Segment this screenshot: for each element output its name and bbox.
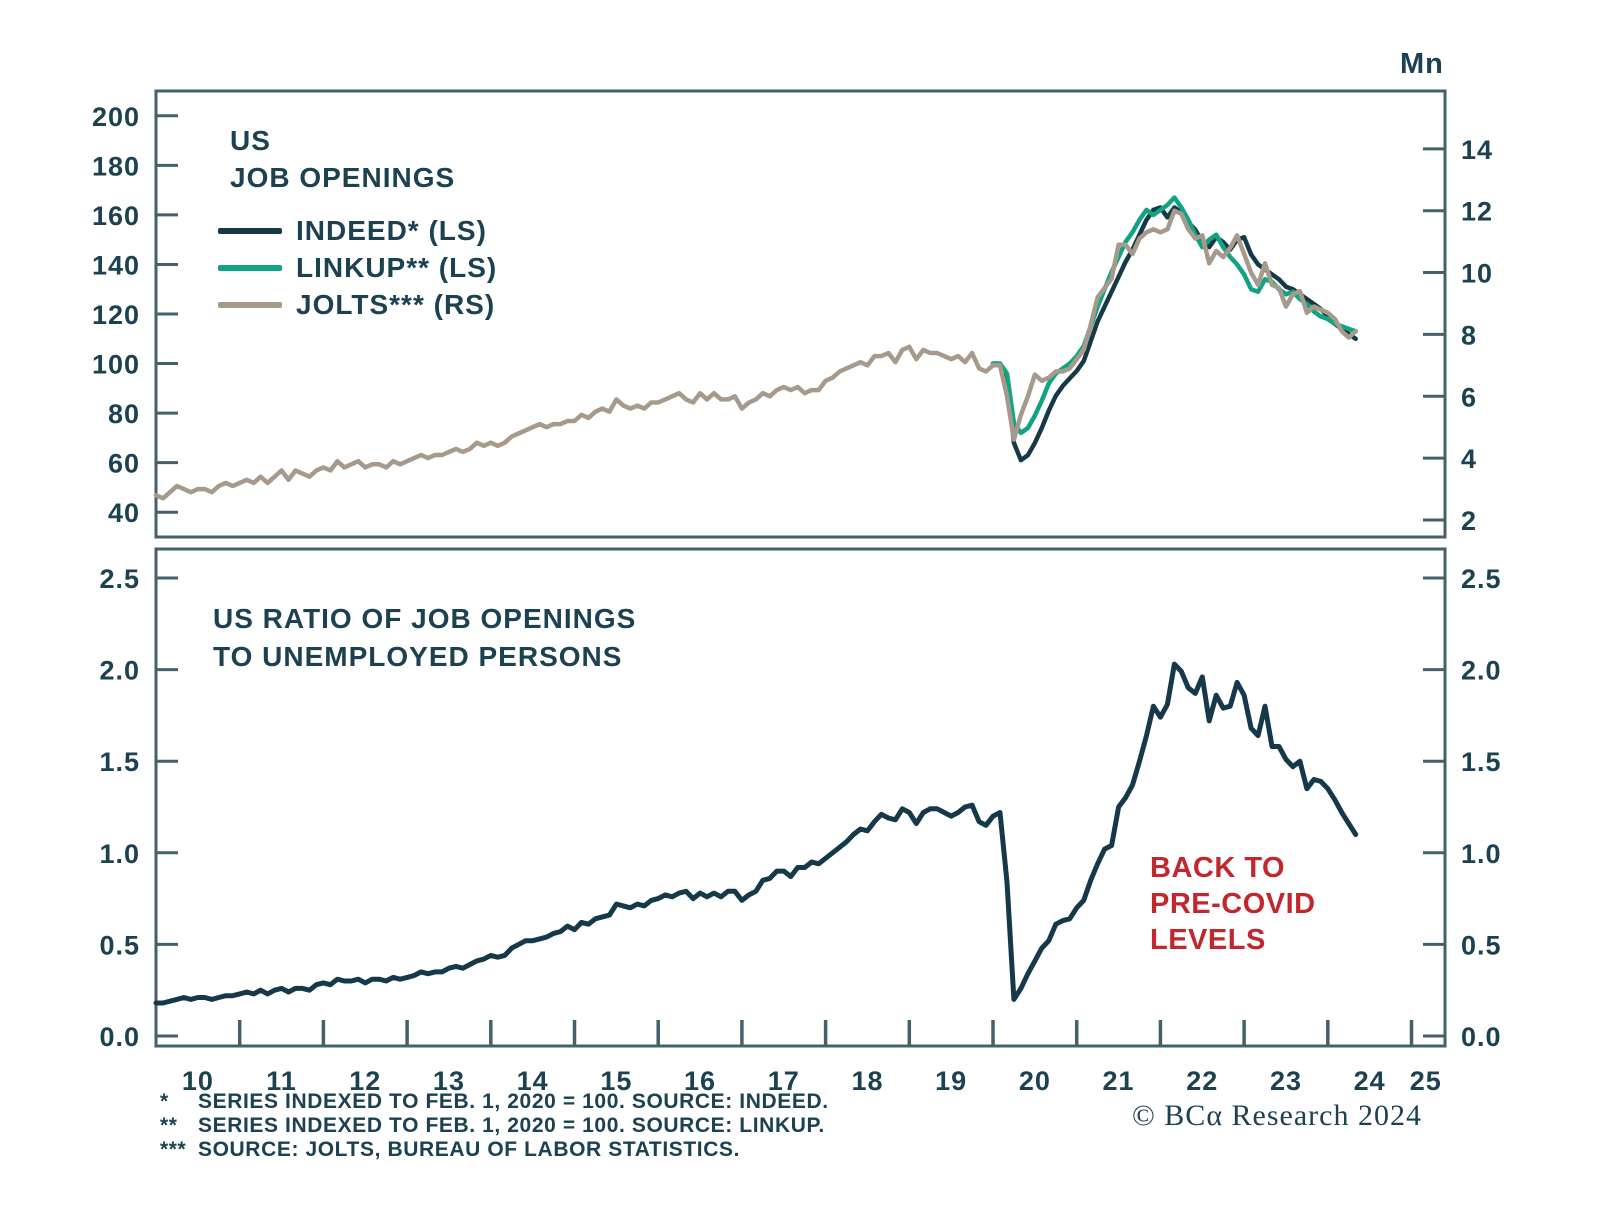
left-axis-tick-label: 1.5 xyxy=(99,747,140,777)
x-axis-tick-label: 20 xyxy=(1019,1066,1051,1096)
annotation-line2: PRE-COVID xyxy=(1150,888,1316,920)
right-axis-tick-label: 2 xyxy=(1461,506,1477,536)
legend-label-jolts: JOLTS*** (RS) xyxy=(296,288,496,320)
right-axis-tick-label: 4 xyxy=(1461,444,1477,474)
copyright-bca-research: © BCα Research 2024 xyxy=(1132,1099,1422,1132)
right-axis-tick-label: 1.0 xyxy=(1461,839,1502,869)
x-axis-tick-label: 25 xyxy=(1410,1066,1442,1096)
legend-item-jolts: JOLTS*** (RS) xyxy=(218,286,497,323)
right-axis-tick-label: 14 xyxy=(1461,135,1493,165)
x-axis-tick-label: 12 xyxy=(349,1066,381,1096)
series-line-linkup xyxy=(990,195,1358,436)
left-axis-tick-label: 40 xyxy=(108,498,140,528)
footnote-marker-1: * xyxy=(160,1090,169,1113)
top-chart-title-line2: JOB OPENINGS xyxy=(230,162,456,193)
left-axis-tick-label: 80 xyxy=(108,399,140,429)
annotation-back-to-pre-covid: BACK TO PRE-COVID LEVELS xyxy=(1150,850,1316,958)
footnote-indeed: * SERIES INDEXED TO FEB. 1, 2020 = 100. … xyxy=(160,1090,829,1114)
top-chart-title-line1: US xyxy=(230,125,271,156)
right-axis-tick-label: 1.5 xyxy=(1461,747,1502,777)
left-axis-tick-label: 180 xyxy=(92,151,140,181)
left-axis-tick-label: 120 xyxy=(92,300,140,330)
left-axis-tick-label: 200 xyxy=(92,102,140,132)
right-axis-unit-label: Mn xyxy=(1400,48,1444,80)
left-axis-tick-label: 2.0 xyxy=(99,656,140,686)
x-axis-tick-label: 16 xyxy=(684,1066,716,1096)
left-axis-tick-label: 60 xyxy=(108,449,140,479)
panel-2-border xyxy=(154,547,1447,1048)
left-axis-tick-label: 1.0 xyxy=(99,839,140,869)
footnote-marker-3: *** xyxy=(160,1138,187,1161)
legend-swatch-jolts-icon xyxy=(218,301,282,308)
legend-swatch-indeed-icon xyxy=(218,227,282,234)
x-axis-tick-label: 17 xyxy=(768,1066,800,1096)
annotation-line3: LEVELS xyxy=(1150,924,1266,956)
x-axis-tick-label: 22 xyxy=(1186,1066,1218,1096)
footnote-linkup: ** SERIES INDEXED TO FEB. 1, 2020 = 100.… xyxy=(160,1114,829,1138)
x-axis-tick-label: 15 xyxy=(600,1066,632,1096)
x-axis-tick-label: 24 xyxy=(1354,1066,1386,1096)
right-axis-tick-label: 6 xyxy=(1461,382,1477,412)
top-chart-title: US JOB OPENINGS xyxy=(230,122,455,196)
footnote-text-2: SERIES INDEXED TO FEB. 1, 2020 = 100. SO… xyxy=(198,1114,825,1137)
legend-item-linkup: LINKUP** (LS) xyxy=(218,249,497,286)
footnote-text-3: SOURCE: JOLTS, BUREAU OF LABOR STATISTIC… xyxy=(198,1138,741,1161)
right-axis-tick-label: 0.0 xyxy=(1461,1022,1502,1052)
left-axis-tick-label: 2.5 xyxy=(99,564,140,594)
x-axis-tick-label: 11 xyxy=(266,1066,297,1096)
left-axis-tick-label: 0.5 xyxy=(99,930,140,960)
bottom-chart-title-line2: TO UNEMPLOYED PERSONS xyxy=(213,641,623,672)
right-axis-tick-label: 8 xyxy=(1461,320,1477,350)
right-axis-tick-label: 0.5 xyxy=(1461,930,1502,960)
right-axis-tick-label: 12 xyxy=(1461,197,1493,227)
footnote-text-1: SERIES INDEXED TO FEB. 1, 2020 = 100. SO… xyxy=(198,1090,829,1113)
right-axis-tick-label: 10 xyxy=(1461,259,1493,289)
left-axis-tick-label: 140 xyxy=(92,250,140,280)
right-axis-tick-label: 2.5 xyxy=(1461,564,1502,594)
right-axis-tick-label: 2.0 xyxy=(1461,656,1502,686)
x-axis-tick-label: 21 xyxy=(1103,1066,1135,1096)
x-axis-tick-label: 18 xyxy=(851,1066,883,1096)
x-axis-tick-label: 10 xyxy=(182,1066,214,1096)
series-line-jolts xyxy=(153,208,1358,501)
left-axis-tick-label: 0.0 xyxy=(99,1022,140,1052)
series-line-ratio xyxy=(153,661,1359,1006)
left-axis-tick-label: 100 xyxy=(92,350,140,380)
bottom-chart-title-line1: US RATIO OF JOB OPENINGS xyxy=(213,603,637,634)
footnotes: * SERIES INDEXED TO FEB. 1, 2020 = 100. … xyxy=(160,1090,829,1162)
legend-label-linkup: LINKUP** (LS) xyxy=(296,251,498,283)
footnote-marker-2: ** xyxy=(160,1114,178,1137)
left-axis-tick-label: 160 xyxy=(92,201,140,231)
series-line-indeed xyxy=(990,205,1358,463)
x-axis-tick-label: 14 xyxy=(517,1066,549,1096)
x-axis-tick-label: 19 xyxy=(935,1066,967,1096)
bottom-chart-title: US RATIO OF JOB OPENINGS TO UNEMPLOYED P… xyxy=(213,600,636,676)
legend-swatch-linkup-icon xyxy=(218,264,282,271)
legend-label-indeed: INDEED* (LS) xyxy=(296,214,487,246)
annotation-line1: BACK TO xyxy=(1150,852,1286,884)
legend: INDEED* (LS) LINKUP** (LS) JOLTS*** (RS) xyxy=(218,212,497,323)
legend-item-indeed: INDEED* (LS) xyxy=(218,212,497,249)
x-axis-tick-label: 13 xyxy=(433,1066,465,1096)
x-axis-tick-label: 23 xyxy=(1270,1066,1302,1096)
footnote-jolts: *** SOURCE: JOLTS, BUREAU OF LABOR STATI… xyxy=(160,1138,829,1162)
